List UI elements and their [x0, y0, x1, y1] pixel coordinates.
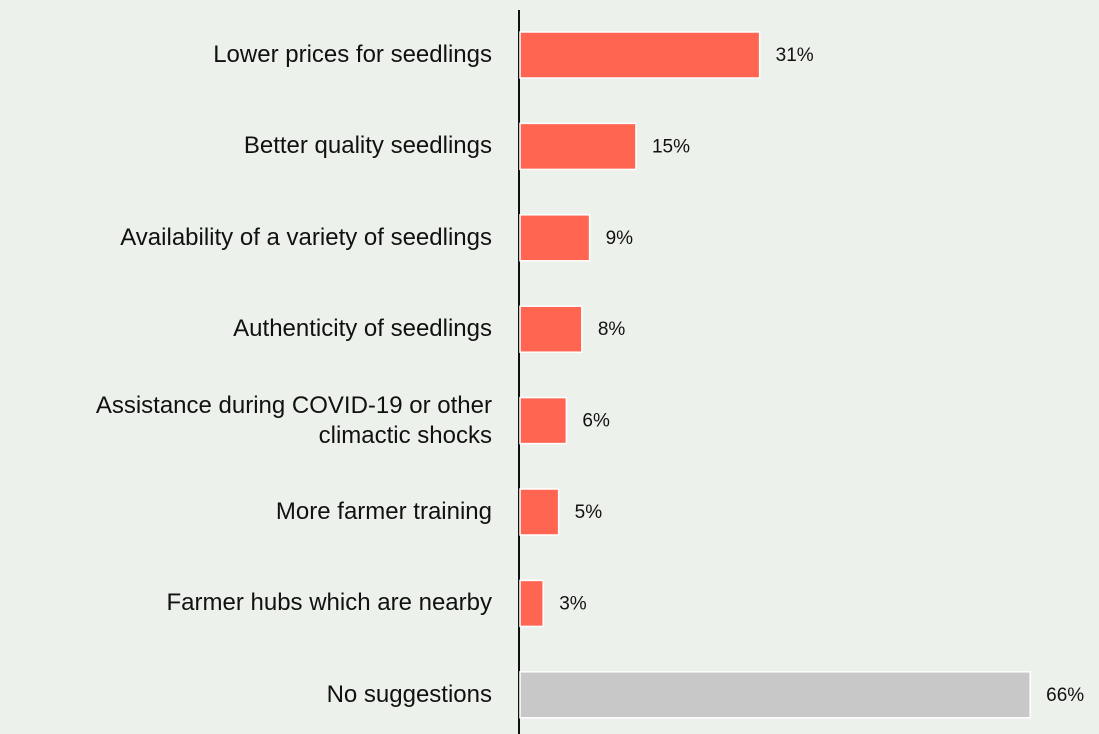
category-label: No suggestions	[326, 680, 492, 708]
category-label: Assistance during COVID-19 or other clim…	[95, 391, 492, 449]
value-label: 31%	[776, 45, 814, 66]
value-label: 15%	[652, 136, 690, 157]
bar	[519, 31, 761, 79]
category-label: Lower prices for seedlings	[213, 41, 492, 68]
value-label: 6%	[582, 411, 610, 432]
value-label: 8%	[598, 319, 626, 340]
category-label: Farmer hubs which are nearby	[166, 589, 492, 617]
value-label: 3%	[559, 593, 587, 614]
bar	[519, 488, 560, 536]
value-label: 66%	[1046, 685, 1084, 706]
category-label: Availability of a variety of seedlings	[120, 223, 492, 251]
category-label: Authenticity of seedlings	[233, 315, 492, 343]
bar	[519, 396, 568, 445]
bar	[519, 214, 591, 262]
bar	[519, 122, 637, 171]
category-label: Better quality seedlings	[243, 132, 492, 160]
value-label: 5%	[575, 502, 603, 523]
category-label: More farmer training	[275, 498, 492, 525]
value-label: 9%	[606, 228, 634, 249]
bar	[519, 305, 583, 353]
bar	[519, 671, 1031, 719]
bar	[519, 579, 544, 628]
